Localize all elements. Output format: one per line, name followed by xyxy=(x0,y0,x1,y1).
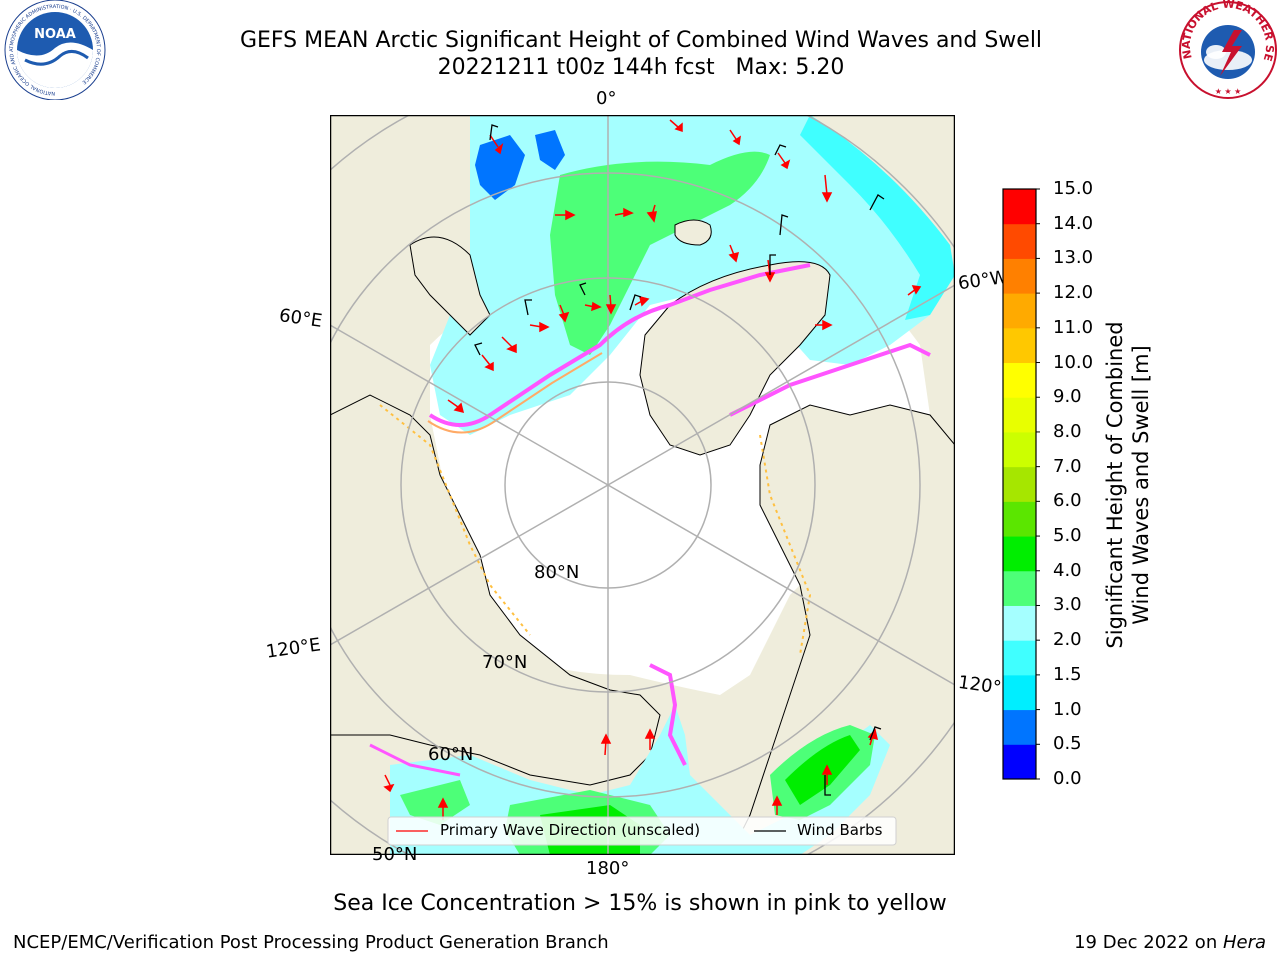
colorbar-swatch xyxy=(1003,397,1036,433)
ice-edge-atlantic xyxy=(428,263,811,427)
colorbar-tick-label: 3.0 xyxy=(1053,594,1082,616)
colorbar-tick-label: 8.0 xyxy=(1053,420,1082,442)
colorbar-frame xyxy=(1002,188,1037,780)
colorbar-swatch xyxy=(1003,570,1036,606)
colorbar xyxy=(1002,188,1040,780)
ice-edge-atlantic-outer xyxy=(427,352,603,434)
colorbar-swatch xyxy=(1003,327,1036,364)
colorbar-swatch xyxy=(1003,640,1036,676)
lat-label-60: 60°N xyxy=(428,744,474,765)
map-legend xyxy=(387,816,897,846)
svg-text:★ ★ ★: ★ ★ ★ xyxy=(1215,87,1242,96)
ice-edge-okhotsk xyxy=(369,743,461,777)
colorbar-swatch xyxy=(1003,362,1036,398)
colorbar-tick-label: 15.0 xyxy=(1053,178,1094,199)
colorbar-tick-label: 9.0 xyxy=(1053,386,1082,408)
colorbar-tick-label: 4.0 xyxy=(1053,559,1082,581)
colorbar-tick-label: 0.0 xyxy=(1053,768,1082,789)
colorbar-swatch xyxy=(1003,466,1036,502)
lon-label-180: 180° xyxy=(586,858,630,879)
meridian-120e xyxy=(330,484,609,646)
colorbar-tick-label: 11.0 xyxy=(1053,316,1094,338)
footer-date-text: 19 Dec 2022 on xyxy=(1074,932,1223,953)
chart-title: GEFS MEAN Arctic Significant Height of C… xyxy=(239,28,1043,53)
colorbar-tick-label: 12.0 xyxy=(1053,282,1094,304)
colorbar-tick-label: 7.0 xyxy=(1053,455,1082,477)
colorbar-swatches xyxy=(1003,189,1036,780)
wind-barbs xyxy=(474,124,885,796)
chart-subtitle: 20221211 t00z 144h fcst Max: 5.20 xyxy=(437,55,845,80)
legend-barb-label: Wind Barbs xyxy=(797,821,883,839)
colorbar-swatch xyxy=(1003,605,1036,641)
colorbar-swatch xyxy=(1003,431,1036,468)
lon-label-120e: 120°E xyxy=(264,634,322,663)
colorbar-tick-label: 1.5 xyxy=(1053,663,1082,685)
lon-label-60e: 60°E xyxy=(277,305,324,332)
colorbar-swatch xyxy=(1003,744,1036,780)
footer-date: 19 Dec 2022 on Hera xyxy=(1074,932,1266,953)
canadian-archipelago xyxy=(729,404,955,855)
noaa-logo: NOAA NATIONAL OCEANIC AND ATMOSPHERIC AD… xyxy=(4,0,106,100)
colorbar-swatch xyxy=(1003,258,1036,294)
colorbar-tick-label: 0.5 xyxy=(1053,733,1082,755)
baltic-blue xyxy=(475,135,525,200)
colorbar-tick-label: 14.0 xyxy=(1053,212,1094,234)
atlantic-cyan-edge xyxy=(800,115,955,320)
iceland xyxy=(674,219,712,246)
atlantic-green-patch xyxy=(550,151,770,355)
gulf-alaska-core xyxy=(785,735,860,805)
nws-logo: NATIONAL WEATHER SERVICE ★ ★ ★ xyxy=(1176,0,1277,99)
footer-branch: NCEP/EMC/Verification Post Processing Pr… xyxy=(13,932,609,953)
colorbar-swatch xyxy=(1003,536,1036,572)
lon-label-0: 0° xyxy=(596,88,617,109)
sea-ice-caption: Sea Ice Concentration > 15% is shown in … xyxy=(333,891,947,916)
lat-label-50: 50°N xyxy=(372,844,418,865)
map-frame xyxy=(330,115,955,855)
scandinavia xyxy=(409,236,491,336)
colorbar-swatch xyxy=(1003,293,1036,329)
siberia xyxy=(330,394,661,786)
pacific-green-1 xyxy=(400,780,470,825)
lat-label-80: 80°N xyxy=(534,562,580,583)
colorbar-swatch xyxy=(1003,223,1036,259)
colorbar-tick-label: 5.0 xyxy=(1053,525,1082,547)
baltic-blue-2 xyxy=(535,130,565,170)
legend-wave-label: Primary Wave Direction (unscaled) xyxy=(440,821,701,839)
colorbar-swatch xyxy=(1003,501,1036,537)
ice-edge-archipelago xyxy=(759,434,812,656)
footer-machine: Hera xyxy=(1222,932,1266,953)
colorbar-label-line1: Significant Height of Combined xyxy=(1103,321,1127,649)
colorbar-swatch xyxy=(1003,189,1036,225)
colorbar-swatch xyxy=(1003,709,1036,745)
colorbar-swatch xyxy=(1003,674,1036,711)
meridian-120w xyxy=(607,484,955,686)
ice-edge-canada xyxy=(729,342,931,417)
colorbar-tick-label: 13.0 xyxy=(1053,247,1094,269)
colorbar-tick-label: 6.0 xyxy=(1053,490,1082,512)
graticule xyxy=(330,115,955,855)
colorbar-tick-label: 2.0 xyxy=(1053,629,1082,651)
colorbar-label-line2: Wind Waves and Swell [m] xyxy=(1129,345,1153,625)
colorbar-tick-label: 10.0 xyxy=(1053,351,1094,373)
ice-edge-bering xyxy=(649,663,687,766)
noaa-logo-text: NOAA xyxy=(34,27,76,42)
meridian-60e xyxy=(330,324,609,486)
lat-label-70: 70°N xyxy=(482,652,528,673)
meridian-60w xyxy=(607,284,955,486)
greenland xyxy=(639,261,831,456)
colorbar-tick-label: 1.0 xyxy=(1053,698,1082,720)
arctic-map xyxy=(330,115,955,855)
